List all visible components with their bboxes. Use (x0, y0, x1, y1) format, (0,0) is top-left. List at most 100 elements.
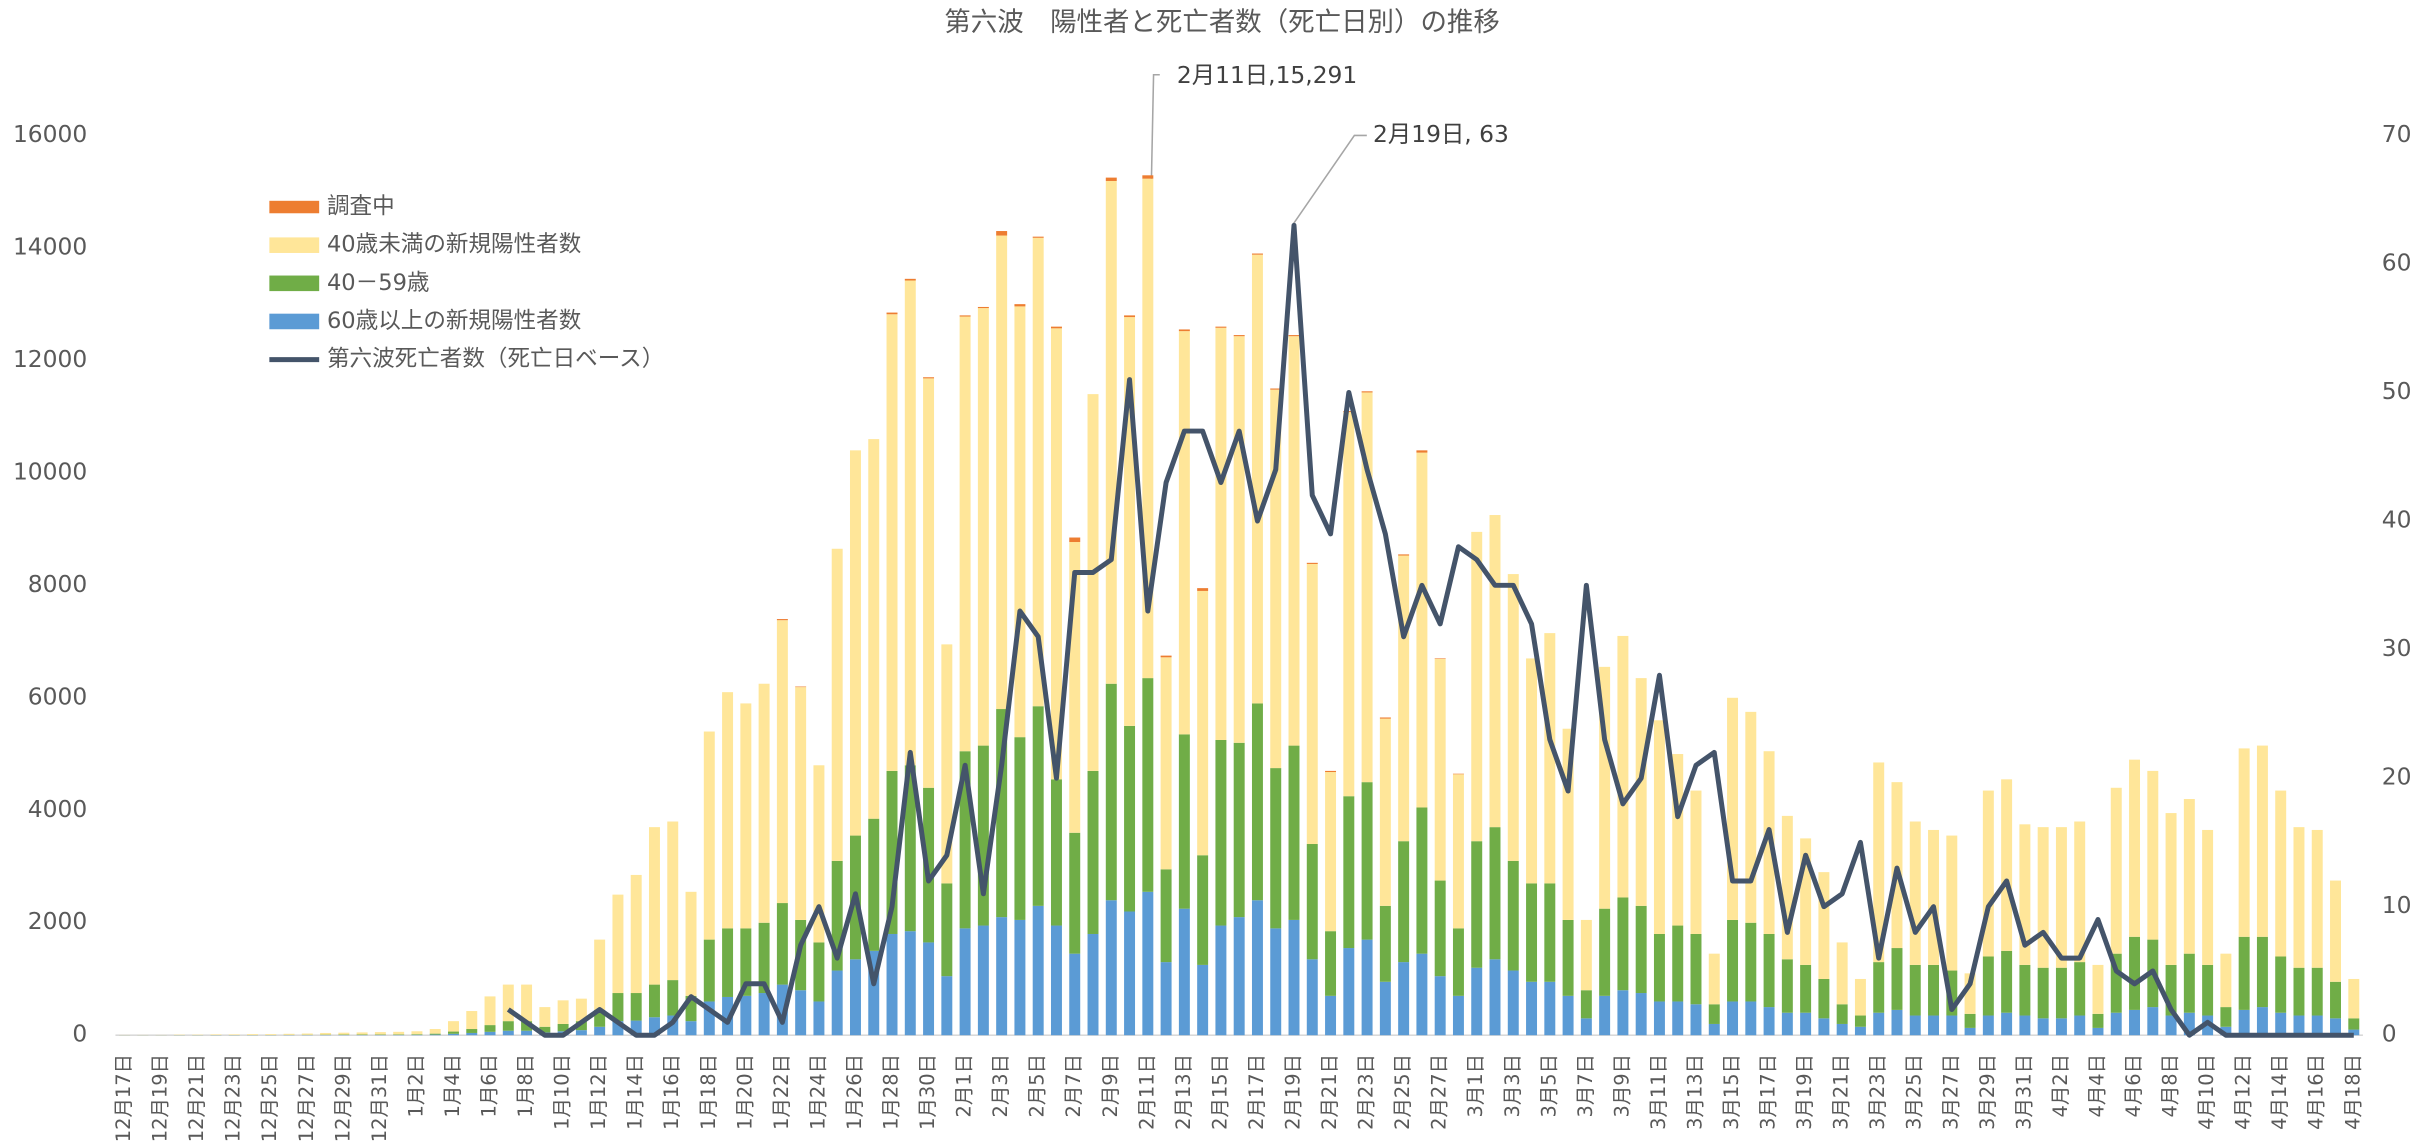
line-series (506, 222, 2354, 1038)
bar-segment (2183, 1012, 2195, 1036)
bar-segment (2165, 813, 2177, 965)
y-tick-label: 12000 (13, 345, 87, 373)
bar-segment (1032, 905, 1044, 1036)
bar-segment (1818, 1018, 1830, 1036)
bar-segment (1452, 995, 1464, 1036)
bar-segment (247, 1034, 258, 1035)
bar-segment (2037, 827, 2049, 968)
x-tick-label: 3月1日 (1464, 1054, 1487, 1118)
bar-segment (1306, 844, 1318, 960)
bar-segment (996, 231, 1008, 236)
x-tick-label: 4月16日 (2305, 1054, 2328, 1130)
bar-segment (575, 998, 587, 1022)
bar-segment (1891, 948, 1903, 1010)
x-tick-label: 3月25日 (1903, 1054, 1926, 1130)
x-tick-label: 2月19日 (1282, 1054, 1305, 1130)
bar-segment (393, 1031, 405, 1035)
x-tick-label: 2月7日 (1062, 1054, 1085, 1118)
bar-segment (1763, 933, 1775, 1008)
bar-segment (2275, 790, 2287, 957)
bar-segment (1105, 683, 1117, 901)
y-tick-label: 0 (72, 1020, 87, 1048)
bar-segment (648, 1017, 660, 1036)
bar-segment (1818, 978, 1830, 1019)
bar-segment (1891, 1009, 1903, 1036)
bar-segment (904, 280, 916, 766)
x-tick-label: 2月27日 (1428, 1054, 1451, 1130)
bar-segment (977, 925, 989, 1036)
x-tick-label: 3月21日 (1830, 1054, 1853, 1130)
bar-segment (1306, 562, 1318, 564)
bar-segment (2055, 967, 2067, 1019)
bar-segment (393, 1034, 405, 1035)
bar-segment (959, 315, 971, 317)
x-tick-label: 3月7日 (1574, 1054, 1597, 1118)
bar-segment (1014, 737, 1026, 920)
bar-segment (1434, 658, 1446, 881)
bar-segment (1617, 897, 1629, 991)
bar-segment (265, 1034, 277, 1035)
bar-segment (1599, 908, 1611, 996)
bar-segment (521, 984, 533, 1022)
bar-segment (2348, 1029, 2360, 1036)
bar-segment (1526, 883, 1538, 982)
bar-segment (320, 1032, 332, 1035)
bar-segment (648, 827, 660, 985)
x-tick-label: 3月23日 (1866, 1054, 1889, 1130)
bar-segment (1946, 1015, 1958, 1036)
bar-segment (2256, 936, 2268, 1008)
legend-label: 第六波死亡者数（死亡日ベース） (327, 346, 664, 372)
bar-segment (1599, 995, 1611, 1036)
legend-item: 60歳以上の新規陽性者数 (269, 308, 581, 334)
bar-segment (776, 903, 788, 985)
bar-segment (2238, 936, 2250, 1010)
bar-segment (1251, 253, 1263, 255)
x-tick-label: 1月2日 (404, 1054, 427, 1118)
bar-segment (959, 316, 971, 752)
bar-segment (795, 687, 807, 920)
bar-segment (1288, 336, 1300, 746)
bar-segment (849, 959, 861, 1036)
bar-segment (1233, 335, 1245, 337)
bar-segment (1270, 768, 1282, 929)
y-tick-label: 4000 (28, 795, 87, 823)
legend-label: 40－59歳 (327, 270, 430, 296)
bar-segment (1690, 1004, 1702, 1036)
bar-segment (1014, 304, 1026, 307)
bar-segment (904, 931, 916, 1036)
bar-segment (1160, 657, 1172, 870)
bar-segment (1781, 1012, 1793, 1036)
bar-segment (1142, 175, 1154, 179)
bar-segment (923, 377, 935, 379)
bar-segment (502, 1021, 514, 1031)
bar-segment (703, 731, 715, 940)
bar-segment (1050, 326, 1062, 329)
bar-segment (648, 984, 660, 1018)
bar-segment (1343, 948, 1355, 1036)
bar-segment (228, 1034, 240, 1035)
bar-segment (849, 450, 861, 836)
bar-segment (1288, 919, 1300, 1036)
x-tick-label: 2月15日 (1208, 1054, 1231, 1130)
bar-segment (2311, 967, 2323, 1016)
x-tick-label: 12月31日 (368, 1054, 391, 1142)
bar-segment (1690, 790, 1702, 934)
bar-segment (996, 917, 1008, 1036)
bar-segment (1909, 1015, 1921, 1036)
bar-segment (2019, 1015, 2031, 1036)
bar-segment (1781, 959, 1793, 1013)
bar-segment (795, 686, 807, 688)
x-tick-label: 3月17日 (1757, 1054, 1780, 1130)
bar-segment (1398, 555, 1410, 842)
bar-segment (831, 970, 843, 1036)
bar-segment (2037, 967, 2049, 1019)
x-tick-label: 4月10日 (2195, 1054, 2218, 1130)
bar-segment (1233, 917, 1245, 1036)
bar-segment (2238, 1009, 2250, 1036)
legend-item: 40－59歳 (269, 270, 430, 296)
bar-segment (2092, 1013, 2104, 1028)
bar-segment (1434, 976, 1446, 1036)
x-tick-label: 1月28日 (880, 1054, 903, 1130)
bar-segment (813, 765, 825, 943)
bar-segment (1105, 900, 1117, 1036)
